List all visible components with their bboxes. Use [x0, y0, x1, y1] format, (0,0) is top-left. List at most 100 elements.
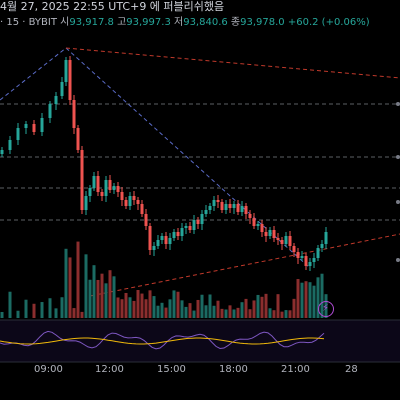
candle-body [192, 220, 196, 230]
candle-body [312, 258, 316, 262]
volume-bar [312, 285, 316, 318]
candle-body [76, 128, 80, 150]
edge-marker [396, 258, 400, 262]
volume-bar [272, 310, 276, 318]
trendline-red [65, 47, 400, 79]
volume-bar [300, 282, 304, 318]
volume-bar [88, 279, 92, 318]
volume-bar [96, 279, 100, 318]
candle-body [164, 236, 168, 244]
candle-body [212, 200, 216, 206]
candle-body [236, 204, 240, 212]
volume-bar [212, 305, 216, 318]
volume-bar [60, 297, 64, 318]
volume-bars [0, 241, 328, 318]
edge-marker [396, 102, 400, 106]
candle-body [280, 240, 284, 244]
x-label-1800: 18:00 [219, 364, 248, 375]
volume-bar [160, 302, 164, 318]
volume-bar [164, 307, 168, 318]
candle-body [0, 150, 4, 154]
volume-bar [200, 294, 204, 318]
open-value: 93,917.8 [69, 17, 114, 28]
close-value: 93,978.0 [240, 17, 285, 28]
volume-bar [176, 291, 180, 318]
candle-body [248, 214, 252, 218]
candle-body [316, 248, 320, 258]
ohlc-legend: · 15 · BYBIT 시93,917.8 고93,997.3 저93,840… [0, 16, 370, 30]
volume-bar [264, 293, 268, 318]
x-label-2100: 21:00 [281, 364, 310, 375]
candle-body [168, 238, 172, 244]
volume-bar [188, 303, 192, 318]
candle-body [100, 192, 104, 196]
candlesticks [0, 56, 328, 271]
close-label: 종 [230, 17, 241, 28]
volume-bar [80, 311, 84, 318]
volume-bar [208, 294, 212, 318]
volume-bar [232, 309, 236, 318]
volume-bar [144, 299, 148, 318]
horizontal-levels [0, 103, 400, 221]
volume-bar [280, 311, 284, 318]
volume-bar [224, 309, 228, 318]
volume-bar [0, 312, 4, 318]
candle-body [120, 192, 124, 200]
candle-body [264, 232, 268, 236]
volume-bar [124, 292, 128, 318]
candle-body [32, 124, 36, 132]
volume-bar [64, 248, 68, 318]
volume-bar [304, 281, 308, 318]
candle-body [256, 224, 260, 226]
candle-body [116, 186, 120, 192]
candle-body [268, 230, 272, 236]
candle-body [208, 206, 212, 210]
candle-body [292, 246, 296, 252]
volume-bar [92, 265, 96, 318]
volume-bar [284, 310, 288, 318]
candle-body [72, 100, 76, 128]
volume-bar [104, 283, 108, 318]
volume-bar [220, 308, 224, 318]
volume-bar [8, 291, 12, 318]
candle-body [320, 244, 324, 248]
volume-bar [112, 276, 116, 318]
candle-body [68, 60, 72, 100]
volume-bar [128, 297, 132, 318]
volume-bar [132, 300, 136, 318]
candle-body [216, 200, 220, 202]
time-axis[interactable]: 09:00 12:00 15:00 18:00 21:00 28 [34, 364, 358, 375]
lightning-icon[interactable]: ⚡ [318, 301, 334, 317]
volume-bar [136, 290, 140, 318]
interval-label: · 15 · BYBIT [0, 17, 57, 28]
candle-body [104, 180, 108, 196]
candle-body [272, 230, 276, 238]
volume-bar [184, 306, 188, 318]
candle-body [308, 262, 312, 266]
oscillator-panel [0, 320, 400, 362]
volume-bar [268, 308, 272, 318]
volume-bar [156, 305, 160, 318]
candle-body [240, 206, 244, 212]
candle-body [136, 200, 140, 204]
candle-body [288, 236, 292, 246]
candle-body [88, 188, 92, 196]
volume-bar [168, 299, 172, 318]
candle-body [304, 256, 308, 266]
published-date: 4월 27, 2025 22:55 UTC+9 에 퍼블리쉬했음 [0, 0, 225, 13]
volume-bar [252, 300, 256, 318]
trend-lines [0, 47, 400, 297]
low-label: 저 [174, 17, 184, 28]
candle-body [244, 206, 248, 214]
volume-bar [192, 310, 196, 318]
volume-bar [72, 308, 76, 318]
candle-body [220, 202, 224, 210]
volume-bar [308, 282, 312, 318]
volume-bar [260, 296, 264, 318]
candle-body [252, 218, 256, 226]
candle-body [232, 204, 236, 208]
oscillator-line [0, 330, 325, 350]
volume-bar [256, 294, 260, 318]
